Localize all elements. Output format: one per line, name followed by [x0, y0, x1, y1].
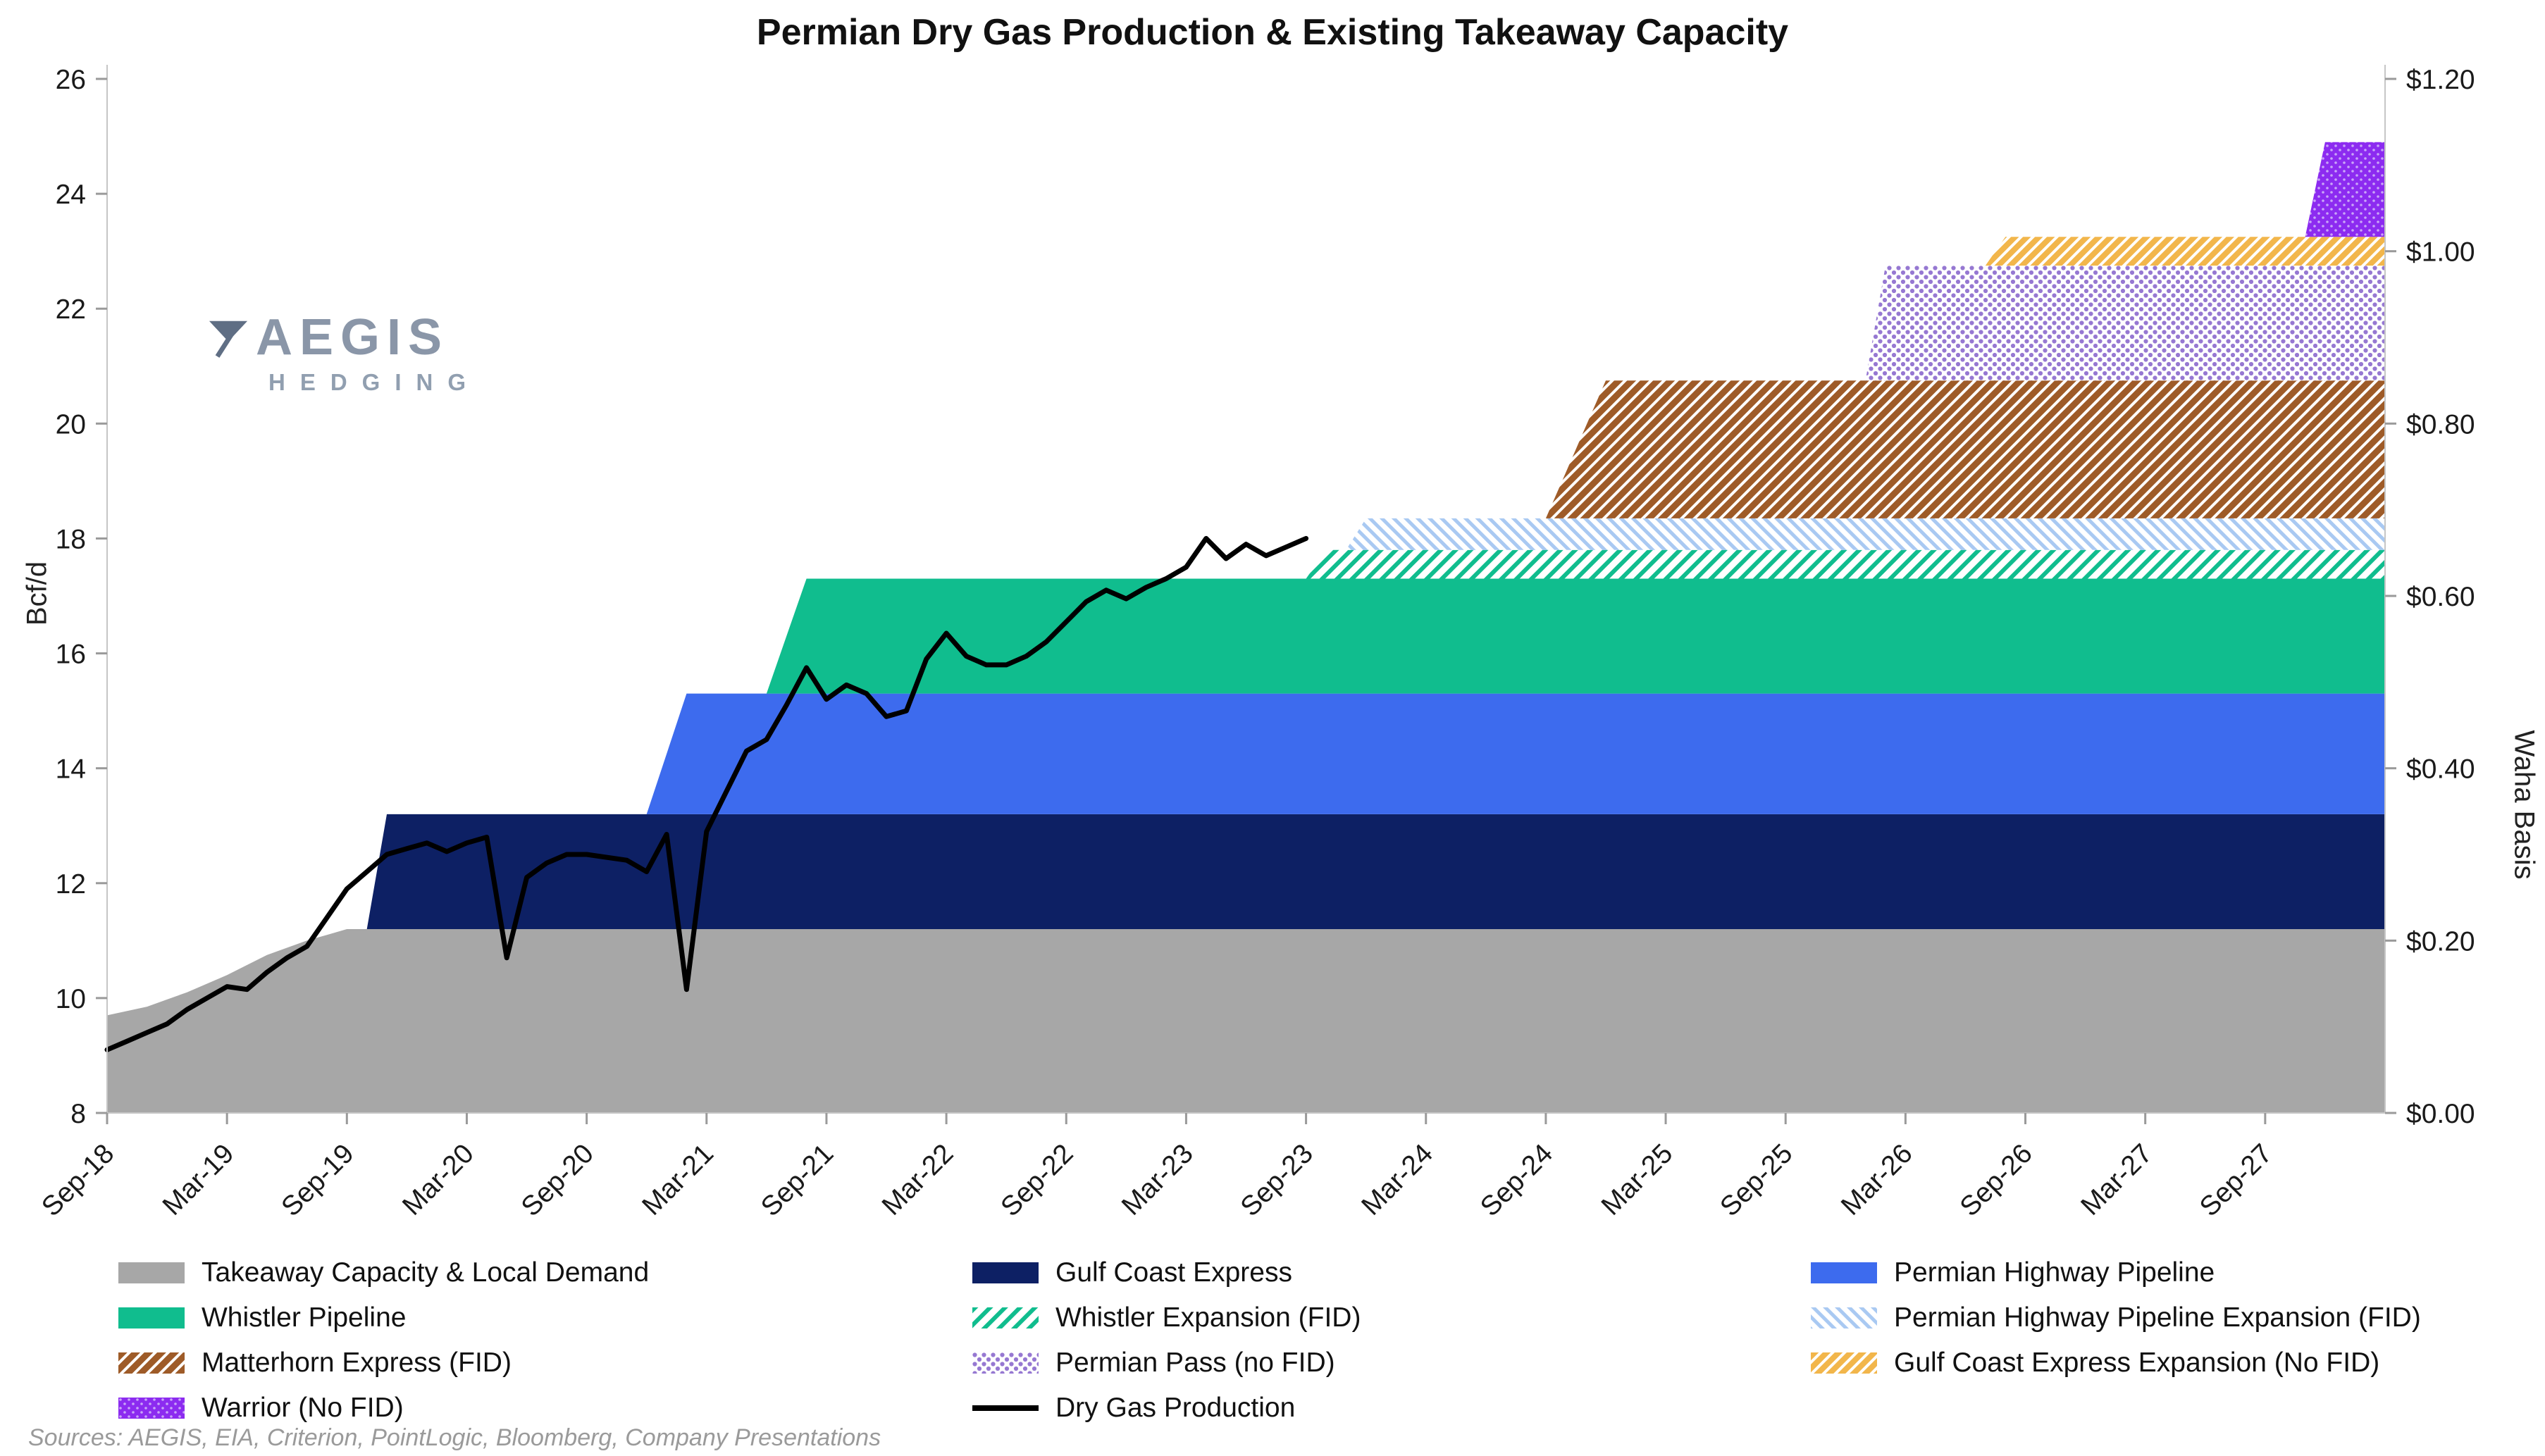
legend-item-whistler-pipeline: Whistler Pipeline — [118, 1300, 972, 1336]
legend-swatch — [972, 1262, 1039, 1283]
left-axis-tick-label: 8 — [70, 1099, 86, 1129]
legend-label: Matterhorn Express (FID) — [202, 1348, 512, 1378]
chart-legend: Takeaway Capacity & Local Demand Gulf Coa… — [118, 1255, 2528, 1426]
legend-label: Whistler Pipeline — [202, 1302, 407, 1333]
left-axis-tick-label: 12 — [56, 869, 86, 900]
right-axis-tick-label: $0.00 — [2406, 1099, 2475, 1129]
x-axis-tick-label: Mar-27 — [2075, 1138, 2158, 1221]
source-note: Sources: AEGIS, EIA, Criterion, PointLog… — [28, 1424, 881, 1451]
x-axis-tick-label: Sep-22 — [995, 1138, 1079, 1222]
left-axis-tick-label: 22 — [56, 294, 86, 325]
legend-label: Whistler Expansion (FID) — [1055, 1302, 1361, 1333]
area-takeaway-capacity-local-demand — [107, 929, 2385, 1113]
aegis-logo-name: AEGIS — [256, 309, 450, 366]
x-axis-tick-label: Mar-19 — [157, 1138, 240, 1221]
x-axis-tick-label: Sep-26 — [1955, 1138, 2038, 1222]
legend-swatch — [972, 1307, 1039, 1329]
legend-swatch — [118, 1352, 185, 1374]
legend-item-matterhorn-express-fid: Matterhorn Express (FID) — [118, 1345, 972, 1381]
legend-item-gulf-coast-express: Gulf Coast Express — [972, 1255, 1811, 1290]
legend-swatch — [1811, 1307, 1877, 1329]
right-axis-tick-label: $0.80 — [2406, 409, 2475, 440]
left-axis-tick-label: 16 — [56, 640, 86, 670]
legend-line-swatch — [972, 1405, 1039, 1411]
legend-item-warrior-no-fid: Warrior (No FID) — [118, 1390, 972, 1426]
left-axis-tick-label: 24 — [56, 180, 86, 210]
x-axis-tick-label: Sep-23 — [1235, 1138, 1319, 1222]
left-axis-tick-label: 20 — [56, 409, 86, 440]
legend-item-dry-gas-production: Dry Gas Production — [972, 1390, 1811, 1426]
legend-item-empty — [1811, 1390, 2528, 1426]
dry-gas-production-line — [104, 535, 1309, 1052]
x-axis-tick-label: Sep-18 — [36, 1138, 120, 1222]
aegis-logo: AEGIS HEDGING — [208, 309, 481, 396]
left-axis-tick-label: 14 — [56, 754, 86, 785]
legend-swatch — [972, 1352, 1039, 1374]
legend-swatch — [118, 1398, 185, 1419]
legend-label: Takeaway Capacity & Local Demand — [202, 1257, 650, 1288]
x-axis-tick-label: Mar-23 — [1116, 1138, 1199, 1221]
legend-item-permian-highway-pipeline-expansion-fid: Permian Highway Pipeline Expansion (FID) — [1811, 1300, 2528, 1336]
x-axis-tick-label: Mar-22 — [877, 1138, 960, 1221]
legend-swatch — [1811, 1262, 1877, 1283]
left-axis-tick-label: 26 — [56, 65, 86, 95]
x-axis-tick-label: Mar-20 — [397, 1138, 480, 1221]
area-whistler-pipeline — [107, 578, 2385, 1016]
area-permian-pass-no-fid — [107, 266, 2385, 1016]
x-axis-tick-label: Mar-26 — [1835, 1138, 1919, 1221]
legend-item-whistler-expansion-fid: Whistler Expansion (FID) — [972, 1300, 1811, 1336]
legend-swatch — [1811, 1352, 1877, 1374]
right-axis-tick-label: $1.20 — [2406, 65, 2475, 95]
right-axis-tick-label: $1.00 — [2406, 237, 2475, 268]
x-axis-tick-label: Mar-24 — [1356, 1138, 1439, 1221]
legend-label: Permian Pass (no FID) — [1055, 1348, 1335, 1378]
legend-item-permian-pass-no-fid: Permian Pass (no FID) — [972, 1345, 1811, 1381]
x-axis-tick-label: Sep-25 — [1714, 1138, 1798, 1222]
area-matterhorn-express-fid — [107, 380, 2385, 1016]
x-axis-tick-label: Sep-20 — [516, 1138, 600, 1222]
right-axis-tick-label: $0.40 — [2406, 754, 2475, 785]
chart-title: Permian Dry Gas Production & Existing Ta… — [756, 12, 1789, 53]
legend-label: Gulf Coast Express Expansion (No FID) — [1894, 1348, 2380, 1378]
right-axis-tick-label: $0.60 — [2406, 582, 2475, 612]
legend-label: Permian Highway Pipeline Expansion (FID) — [1894, 1302, 2421, 1333]
legend-label: Dry Gas Production — [1055, 1393, 1296, 1423]
aegis-logo-top: AEGIS — [208, 309, 481, 366]
capacity-areas — [107, 142, 2385, 1113]
x-axis-tick-label: Sep-27 — [2194, 1138, 2278, 1222]
x-axis-tick-label: Mar-21 — [636, 1138, 719, 1221]
legend-label: Permian Highway Pipeline — [1894, 1257, 2215, 1288]
x-axis-tick-label: Sep-21 — [755, 1138, 839, 1222]
left-axis-tick-label: 10 — [56, 984, 86, 1014]
legend-label: Gulf Coast Express — [1055, 1257, 1292, 1288]
legend-label: Warrior (No FID) — [202, 1393, 404, 1423]
right-axis-tick-label: $0.20 — [2406, 926, 2475, 957]
legend-swatch — [118, 1307, 185, 1329]
x-axis-tick-label: Sep-24 — [1475, 1138, 1559, 1222]
area-permian-highway-pipeline — [107, 693, 2385, 1016]
legend-item-takeaway-capacity-local-demand: Takeaway Capacity & Local Demand — [118, 1255, 972, 1290]
aegis-logo-subtitle: HEDGING — [268, 369, 481, 395]
area-gulf-coast-express — [107, 814, 2385, 1016]
legend-item-gulf-coast-express-expansion-no-fid: Gulf Coast Express Expansion (No FID) — [1811, 1345, 2528, 1381]
x-axis-tick-label: Mar-25 — [1596, 1138, 1679, 1221]
legend-swatch — [118, 1262, 185, 1283]
legend-item-permian-highway-pipeline: Permian Highway Pipeline — [1811, 1255, 2528, 1290]
chart-canvas: 8 10 12 14 16 18 20 22 24 26 $0.00 $0.20 $0.40 $0.60 $… — [36, 65, 2475, 1222]
axes — [96, 65, 2396, 1124]
x-axis-tick-label: Sep-19 — [275, 1138, 359, 1222]
left-axis-tick-label: 18 — [56, 524, 86, 554]
aegis-flag-icon — [209, 321, 248, 358]
